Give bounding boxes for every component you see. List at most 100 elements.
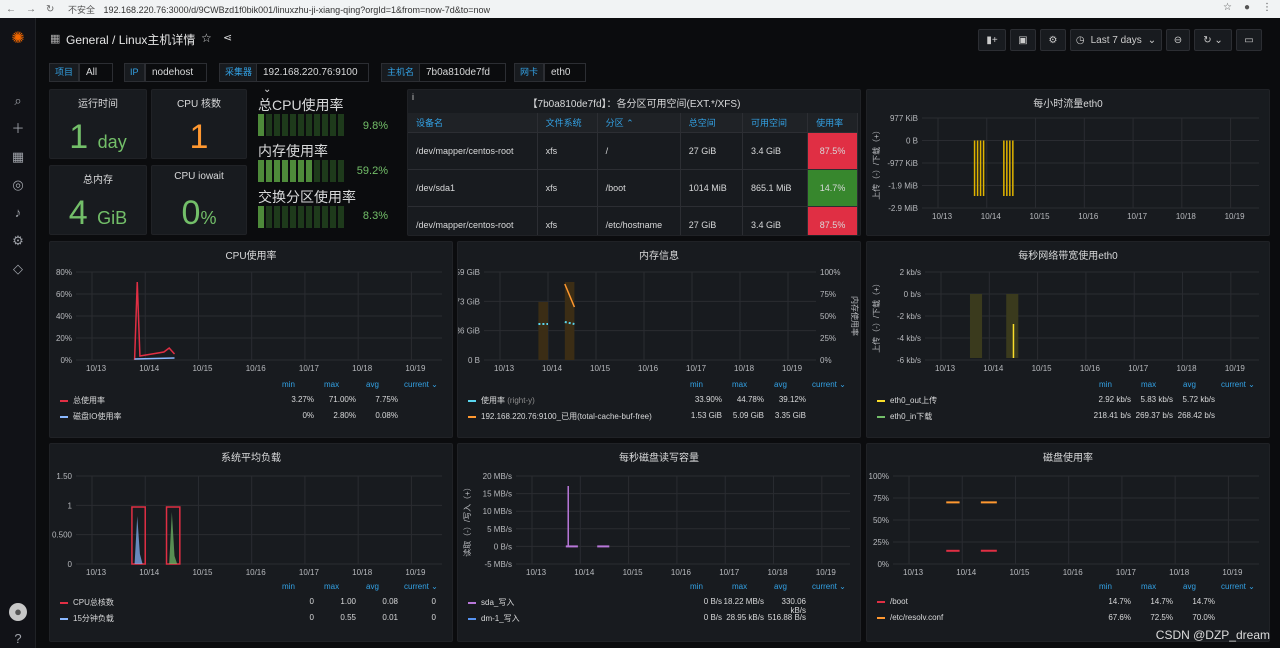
legend-row[interactable]: 192.168.220.76:9100_已用(total-cache-buf-f… [468, 411, 850, 422]
legend-row[interactable]: sda_写入 0 B/s 18.22 MB/s 330.06 kB/s [468, 597, 850, 615]
stat-cpu-iowait[interactable]: CPU iowait 0% [151, 165, 247, 235]
add-panel-button[interactable]: ▮+ [978, 29, 1006, 51]
col-mount[interactable]: 分区 ⌃ [597, 113, 681, 133]
legend-header[interactable]: avg [366, 380, 379, 389]
y-axis-label: 读取（-）/写入（+） [462, 483, 472, 557]
legend-header[interactable]: avg [774, 380, 787, 389]
legend-row[interactable]: eth0_out上传 2.92 kb/s 5.83 kb/s 5.72 kb/s [877, 395, 1259, 406]
panel-net-bandwidth[interactable]: 每秒网络带宽使用eth0 2 kb/s 0 b/s -2 kb/s -4 kb/s -6 … [866, 241, 1270, 438]
legend-row[interactable]: /boot 14.7% 14.7% 14.7% [877, 597, 1259, 606]
cell-total: 27 GiB [680, 206, 744, 235]
stat-total-memory[interactable]: 总内存 4 GiB [49, 165, 147, 235]
col-fstype[interactable]: 文件系统 [537, 113, 598, 133]
info-icon[interactable]: i [412, 92, 414, 102]
legend-header[interactable]: avg [1183, 380, 1196, 389]
legend-row[interactable]: 15分钟负载 0 0.55 0.01 0 [60, 613, 442, 624]
dashboards-icon[interactable]: ▦ [11, 149, 25, 164]
gear-icon[interactable]: ⚙ [12, 233, 24, 248]
legend-header[interactable]: avg [774, 582, 787, 591]
var-select-collector[interactable]: 192.168.220.76:9100 ⌄ [256, 63, 369, 95]
var-select-hostname[interactable]: 7b0a810de7fd ⌄ [419, 63, 506, 95]
grafana-logo-icon[interactable]: ✺ [11, 30, 25, 47]
legend-row[interactable]: eth0_in下载 218.41 b/s 269.37 b/s 268.42 b/s [877, 411, 1259, 422]
zoom-out-button[interactable]: ⊖ [1166, 29, 1190, 51]
col-free[interactable]: 可用空间 [742, 113, 809, 133]
refresh-button[interactable]: ↻ ⌄ [1194, 29, 1232, 51]
stat-value: 1 day [50, 118, 146, 157]
col-device[interactable]: 设备名 [408, 113, 538, 133]
legend-header[interactable]: min [690, 582, 703, 591]
save-button[interactable]: ▣ [1010, 29, 1036, 51]
forward-icon[interactable]: → [26, 3, 36, 15]
legend-row[interactable]: 使用率 (right-y) 33.90% 44.78% 39.12% [468, 395, 850, 406]
var-select-project[interactable]: All ⌄ [79, 63, 113, 95]
explore-icon[interactable]: ◎ [12, 177, 24, 192]
legend-header[interactable]: min [282, 380, 295, 389]
col-total[interactable]: 总空间 [680, 113, 744, 133]
legend-header[interactable]: current ⌄ [404, 582, 438, 591]
time-picker[interactable]: ◷ Last 7 days ⌄ [1070, 29, 1162, 51]
legend-avg: 70.0% [1192, 613, 1215, 622]
shield-icon[interactable]: ◇ [13, 261, 23, 276]
back-icon[interactable]: ← [6, 3, 16, 15]
legend-row[interactable]: CPU总核数 0 1.00 0.08 0 [60, 597, 442, 608]
gear-icon: ⚙ [1048, 34, 1058, 46]
legend-header[interactable]: min [1099, 380, 1112, 389]
breadcrumb[interactable]: General / Linux主机详情 [66, 33, 196, 47]
legend-header[interactable]: current ⌄ [1221, 380, 1255, 389]
cell-device: /dev/sda1 [408, 169, 538, 207]
stat-cpu-cores[interactable]: CPU 核数 1 [151, 89, 247, 159]
legend-header[interactable]: min [1099, 582, 1112, 591]
tv-mode-button[interactable]: ▭ [1236, 29, 1262, 51]
legend-header[interactable]: max [732, 582, 748, 591]
legend-header[interactable]: min [282, 582, 295, 591]
legend-header[interactable]: max [732, 380, 748, 389]
legend-header[interactable]: avg [366, 582, 379, 591]
legend-header[interactable]: max [1141, 582, 1157, 591]
legend-header[interactable]: avg [1183, 582, 1196, 591]
star-icon[interactable]: ☆ [201, 31, 212, 45]
legend-header[interactable]: max [324, 380, 340, 389]
var-select-nic[interactable]: eth0 ⌄ [544, 63, 586, 95]
reload-icon[interactable]: ↻ [46, 3, 55, 15]
settings-button[interactable]: ⚙ [1040, 29, 1066, 51]
y-tick-label: 0 [68, 560, 73, 569]
col-usage[interactable]: 使用率 [807, 113, 858, 133]
star-icon[interactable]: ☆ [1222, 2, 1232, 13]
legend-header[interactable]: current ⌄ [812, 380, 846, 389]
panel-disk-usage[interactable]: 磁盘使用率 100% 75% 50% 25% 0% 10/13 10/14 10/15 10/16… [866, 443, 1270, 642]
legend-row[interactable]: 总使用率 3.27% 71.00% 7.75% [60, 395, 442, 406]
legend-header[interactable]: min [690, 380, 703, 389]
stat-uptime[interactable]: 运行时间 1 day [49, 89, 147, 159]
panel-cpu-usage[interactable]: CPU使用率 80% 60% 40% 20% 0% 10/13 10/14 10/15 10/16… [49, 241, 453, 438]
legend-row[interactable]: /etc/resolv.conf 67.6% 72.5% 70.0% [877, 613, 1259, 622]
y-tick-label: 2 kb/s [900, 268, 921, 277]
help-icon[interactable]: ? [14, 631, 22, 646]
share-icon[interactable]: ⋖ [223, 32, 233, 44]
filesystem-panel[interactable]: i 【7b0a810de7fd】：各分区可用空间(EXT.*/XFS) 设备名 … [407, 89, 861, 236]
panel-load-average[interactable]: 系统平均负载 1.50 1 0.500 0 10/13 10/14 10/15 10/16 10/… [49, 443, 453, 642]
panel-memory-info[interactable]: 内存信息 5.59 GiB 3.73 GiB 1.86 GiB 0 B 100% 75% 50… [457, 241, 861, 438]
var-select-ip[interactable]: nodehost ⌄ [145, 63, 207, 95]
legend-header[interactable]: max [324, 582, 340, 591]
plus-icon[interactable]: ＋ [11, 121, 25, 136]
menu-icon[interactable]: ⋮ [1262, 2, 1272, 13]
gauge-segment [290, 206, 296, 228]
legend-header[interactable]: max [1141, 380, 1157, 389]
url-text[interactable]: 192.168.220.76:3000/d/9CWBzd1f0bik001/li… [103, 4, 491, 15]
legend-header[interactable]: current ⌄ [404, 380, 438, 389]
legend-row[interactable]: 磁盘IO使用率 0% 2.80% 0.08% [60, 411, 442, 422]
legend-min: 67.6% [1108, 613, 1131, 622]
legend-current: 0 [431, 613, 436, 622]
bell-icon[interactable]: ♪ [14, 205, 22, 220]
var-label-ip: IP [124, 63, 145, 82]
panel-hourly-traffic[interactable]: 每小时流量eth0 977 KiB 0 B -977 KiB -1.9 MiB -2.9 … [866, 89, 1270, 236]
panel-disk-io[interactable]: 每秒磁盘读写容量 20 MB/s 15 MB/s 10 MB/s 5 MB/s 0 B/s… [457, 443, 861, 642]
avatar[interactable]: ● [9, 603, 27, 621]
legend-max: 71.00% [328, 395, 356, 404]
legend-header[interactable]: current ⌄ [812, 582, 846, 591]
legend-header[interactable]: current ⌄ [1221, 582, 1255, 591]
search-icon[interactable]: ⌕ [14, 93, 22, 108]
legend-row[interactable]: dm-1_写入 0 B/s 28.95 kB/s 516.88 B/s [468, 613, 850, 624]
profile-icon[interactable]: ● [1243, 2, 1250, 13]
